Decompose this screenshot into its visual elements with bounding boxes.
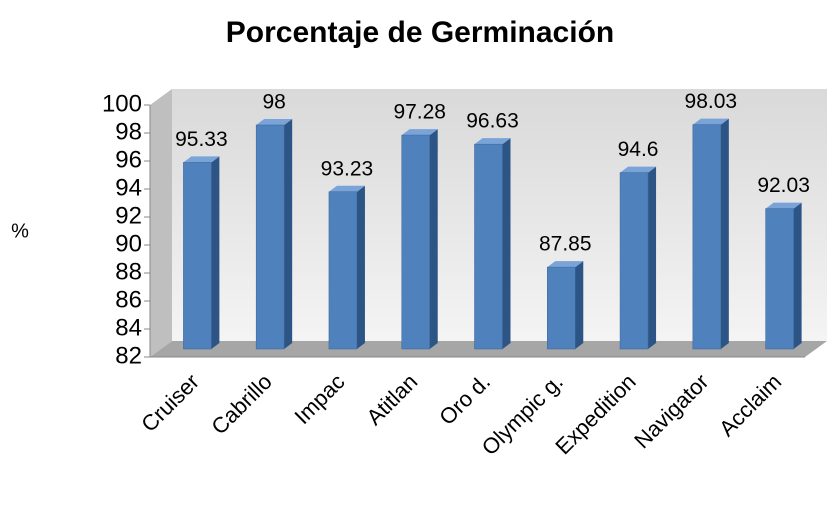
bar — [183, 162, 212, 350]
bar-side — [575, 261, 584, 349]
x-tick-label: Acclaim — [714, 369, 786, 441]
bar-top — [183, 156, 220, 163]
x-tick-label: Expedition — [550, 369, 640, 459]
bar-side — [356, 185, 365, 349]
bar — [547, 266, 576, 350]
y-tick-label: 82 — [115, 342, 142, 369]
x-tick-label: Impac — [290, 369, 350, 429]
bar-top — [547, 261, 584, 268]
y-tick-label: 92 — [115, 202, 142, 229]
value-label: 87.85 — [539, 233, 592, 256]
y-tick-label: 96 — [115, 146, 142, 173]
bar-side — [793, 202, 802, 349]
bar-top — [401, 129, 438, 136]
y-tick-label: 86 — [115, 286, 142, 313]
bar — [474, 143, 503, 350]
bar-top — [328, 185, 365, 192]
value-label: 92.03 — [757, 174, 810, 197]
value-label: 98 — [262, 91, 285, 114]
value-label: 96.63 — [466, 110, 519, 133]
side-wall — [150, 89, 172, 357]
y-tick-label: 84 — [115, 314, 142, 341]
bar-top — [474, 138, 511, 145]
bar — [328, 191, 358, 350]
x-tick-label: Atitlan — [361, 369, 422, 430]
value-label: 98.03 — [685, 90, 738, 113]
y-tick-label: 98 — [115, 118, 142, 145]
y-axis-label: % — [11, 220, 29, 242]
bar-top — [765, 202, 802, 209]
bar — [401, 134, 430, 350]
value-label: 94.6 — [618, 138, 659, 161]
bar-top — [620, 166, 657, 173]
bar-side — [502, 138, 511, 349]
y-tick-label: 100 — [102, 90, 142, 117]
y-tick-label: 94 — [115, 174, 142, 201]
chart-title: Porcentaje de Germinación — [226, 16, 614, 49]
bar — [692, 124, 722, 350]
bar-top — [692, 118, 729, 125]
bar-side — [429, 129, 438, 349]
x-tick-label: Cruiser — [136, 369, 204, 437]
bar-top — [256, 119, 293, 125]
y-tick-label: 90 — [115, 230, 142, 257]
bar — [765, 208, 794, 350]
x-tick-label: Cabrillo — [206, 369, 276, 439]
bar — [255, 124, 285, 350]
value-label: 97.28 — [393, 101, 446, 124]
x-tick-label: Navigator — [629, 369, 713, 453]
value-label: 93.23 — [321, 157, 374, 180]
bar-side — [720, 118, 729, 349]
bar-side — [648, 166, 657, 349]
bar-side — [284, 119, 293, 349]
y-tick-label: 88 — [115, 258, 142, 285]
value-label: 95.33 — [175, 128, 228, 151]
x-tick-label: Oro d. — [434, 369, 495, 430]
bar — [619, 172, 649, 350]
bar-side — [211, 156, 220, 349]
